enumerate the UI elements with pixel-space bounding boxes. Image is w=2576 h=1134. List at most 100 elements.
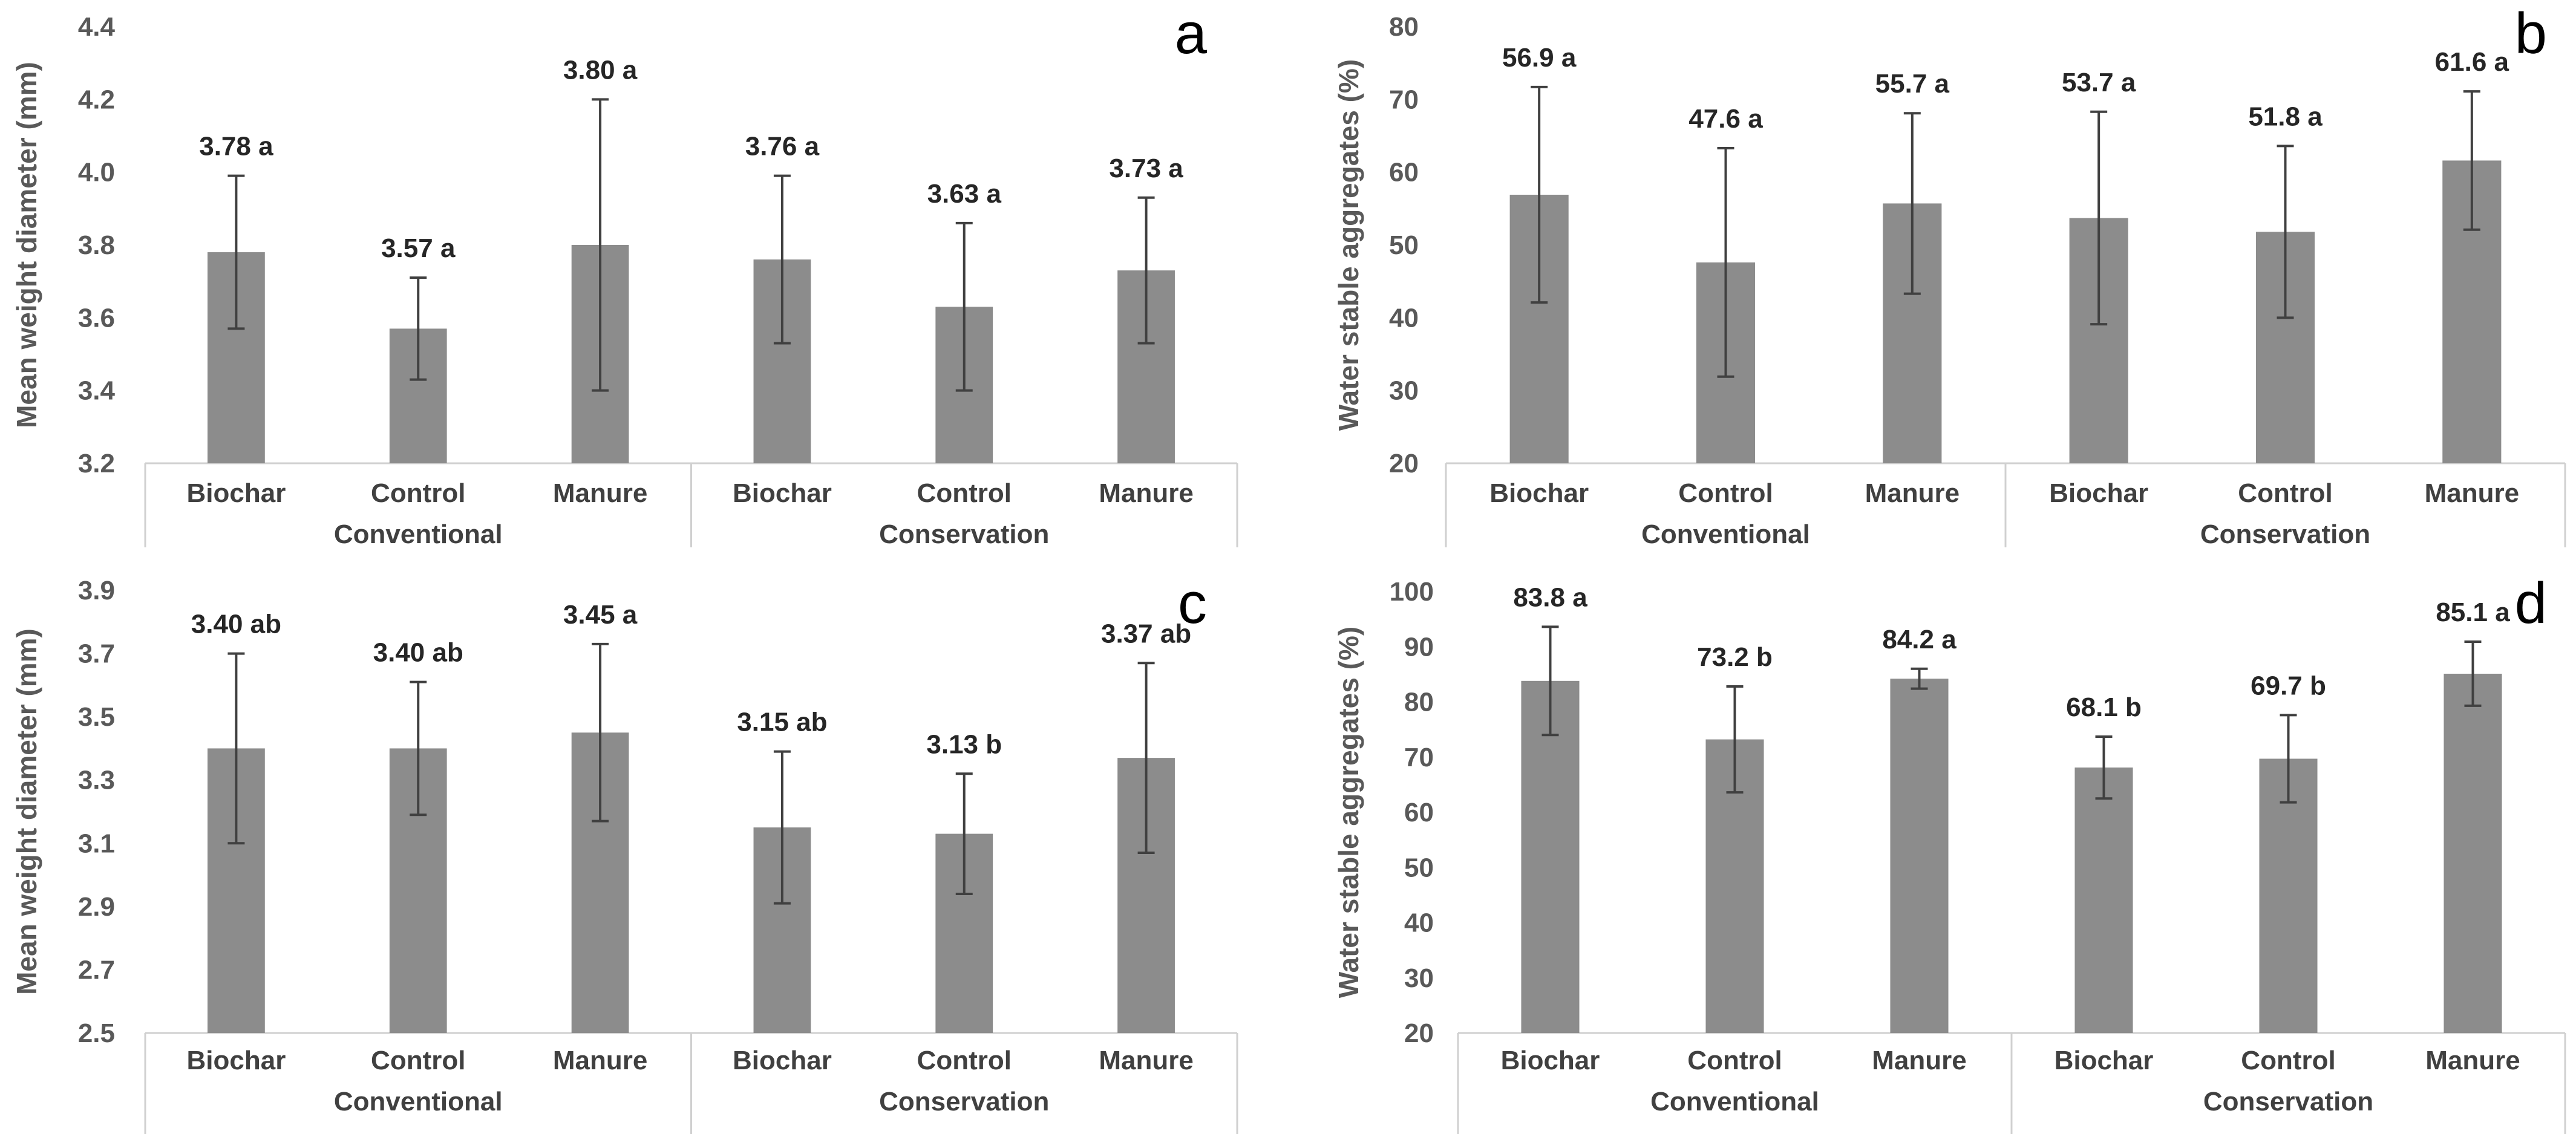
y-tick-label: 20 bbox=[1389, 449, 1419, 478]
data-label: 3.13 b bbox=[926, 729, 1002, 759]
y-tick-label: 3.3 bbox=[78, 766, 115, 795]
x-category-label: Manure bbox=[1099, 478, 1193, 508]
y-tick-label: 50 bbox=[1389, 230, 1419, 260]
y-tick-label: 80 bbox=[1389, 12, 1419, 42]
x-category-label: Manure bbox=[553, 1046, 647, 1075]
y-tick-label: 70 bbox=[1389, 85, 1419, 114]
y-tick-label: 3.7 bbox=[78, 639, 115, 669]
x-group-label: Conservation bbox=[2203, 1087, 2373, 1116]
y-tick-label: 30 bbox=[1404, 963, 1434, 993]
x-category-label: Biochar bbox=[187, 478, 286, 508]
y-tick-label: 3.5 bbox=[78, 702, 115, 732]
y-tick-label: 50 bbox=[1404, 853, 1434, 882]
x-category-label: Control bbox=[2241, 1046, 2335, 1075]
x-category-label: Control bbox=[2238, 478, 2332, 508]
y-axis-title: Water stable aggregates (%) bbox=[1333, 59, 1364, 431]
y-tick-label: 90 bbox=[1404, 632, 1434, 662]
data-label: 68.1 b bbox=[2066, 692, 2142, 722]
bar bbox=[1521, 680, 1580, 1033]
data-label: 3.63 a bbox=[927, 179, 1002, 209]
x-category-label: Manure bbox=[2425, 478, 2519, 508]
data-label: 83.8 a bbox=[1513, 582, 1587, 612]
x-category-label: Biochar bbox=[2055, 1046, 2154, 1075]
y-tick-label: 3.9 bbox=[78, 576, 115, 605]
y-tick-label: 2.7 bbox=[78, 955, 115, 985]
x-group-label: Conservation bbox=[879, 1087, 1049, 1116]
data-label: 3.40 ab bbox=[191, 610, 281, 639]
x-category-label: Manure bbox=[1872, 1046, 1966, 1075]
y-axis-title: Mean weight diameter (mm) bbox=[11, 62, 42, 428]
data-label: 3.40 ab bbox=[373, 638, 463, 668]
data-label: 51.8 a bbox=[2248, 102, 2323, 131]
y-tick-label: 4.4 bbox=[78, 12, 116, 42]
x-category-label: Control bbox=[371, 1046, 465, 1075]
data-label: 3.37 ab bbox=[1101, 619, 1191, 648]
x-category-label: Biochar bbox=[2049, 478, 2148, 508]
data-label: 47.6 a bbox=[1688, 104, 1763, 134]
chart-panel-c: 2.5 2.7 2.9 3.1 3.3 3.5 3.7 3.9 Mean weight diam… bbox=[11, 571, 1238, 1134]
y-tick-label: 80 bbox=[1404, 688, 1434, 717]
chart-panel-b: 20 30 40 50 60 70 80 Water stable aggregates (%… bbox=[1333, 1, 2566, 549]
data-label: 3.57 a bbox=[381, 233, 456, 263]
x-category-label: Biochar bbox=[1489, 478, 1589, 508]
data-label: 3.78 a bbox=[199, 132, 273, 161]
data-label: 53.7 a bbox=[2062, 68, 2136, 97]
y-tick-label: 4.2 bbox=[78, 85, 115, 114]
bar bbox=[2444, 673, 2502, 1033]
x-category-label: Biochar bbox=[733, 1046, 832, 1075]
data-label: 3.76 a bbox=[745, 132, 820, 161]
y-tick-label: 2.5 bbox=[78, 1018, 115, 1048]
y-tick-label: 3.4 bbox=[78, 376, 116, 406]
x-group-label: Conventional bbox=[334, 520, 503, 549]
x-category-label: Manure bbox=[1865, 478, 1960, 508]
chart-panel-d: 20 30 40 50 60 70 80 90 100 Water stable aggregat… bbox=[1333, 571, 2566, 1134]
panel-letter: c bbox=[1178, 571, 1207, 636]
x-category-label: Biochar bbox=[733, 478, 832, 508]
x-group-label: Conservation bbox=[2200, 520, 2370, 549]
x-category-label: Biochar bbox=[1501, 1046, 1600, 1075]
data-label: 61.6 a bbox=[2435, 47, 2509, 77]
x-group-label: Conventional bbox=[1641, 520, 1810, 549]
x-category-label: Biochar bbox=[187, 1046, 286, 1075]
y-axis-title: Water stable aggregates (%) bbox=[1333, 627, 1364, 998]
x-category-label: Control bbox=[1687, 1046, 1782, 1075]
y-tick-label: 70 bbox=[1404, 743, 1434, 772]
y-tick-label: 40 bbox=[1404, 908, 1434, 938]
y-tick-label: 3.8 bbox=[78, 230, 115, 260]
y-tick-label: 3.6 bbox=[78, 303, 115, 333]
data-label: 3.80 a bbox=[563, 55, 638, 85]
y-tick-label: 2.9 bbox=[78, 892, 115, 922]
x-category-label: Manure bbox=[1099, 1046, 1193, 1075]
bar bbox=[1890, 679, 1949, 1033]
y-tick-label: 40 bbox=[1389, 303, 1419, 333]
panel-letter: a bbox=[1175, 1, 1208, 66]
y-tick-label: 30 bbox=[1389, 376, 1419, 406]
panel-letter: b bbox=[2515, 1, 2547, 66]
y-axis-title: Mean weight diameter (mm) bbox=[11, 628, 42, 995]
x-group-label: Conventional bbox=[334, 1087, 503, 1116]
y-tick-label: 60 bbox=[1404, 798, 1434, 827]
x-category-label: Control bbox=[917, 478, 1012, 508]
y-tick-label: 20 bbox=[1404, 1018, 1434, 1048]
bar bbox=[2259, 758, 2318, 1033]
bar bbox=[2074, 767, 2133, 1033]
data-label: 3.45 a bbox=[563, 600, 638, 630]
x-category-label: Control bbox=[371, 478, 465, 508]
x-category-label: Control bbox=[917, 1046, 1012, 1075]
x-group-label: Conventional bbox=[1650, 1087, 1819, 1116]
data-label: 3.73 a bbox=[1109, 154, 1183, 183]
data-label: 85.1 a bbox=[2436, 598, 2510, 627]
data-label: 55.7 a bbox=[1875, 69, 1950, 99]
data-label: 73.2 b bbox=[1697, 642, 1773, 672]
chart-panel-a: 3.2 3.4 3.6 3.8 4.0 4.2 4.4 Mean weight diamete… bbox=[11, 1, 1238, 549]
x-category-label: Control bbox=[1678, 478, 1773, 508]
y-tick-label: 100 bbox=[1390, 577, 1434, 607]
x-category-label: Manure bbox=[553, 478, 647, 508]
y-tick-label: 4.0 bbox=[78, 158, 115, 187]
x-category-label: Manure bbox=[2425, 1046, 2520, 1075]
data-label: 3.15 ab bbox=[737, 708, 827, 737]
y-tick-label: 3.2 bbox=[78, 449, 115, 478]
data-label: 56.9 a bbox=[1502, 43, 1577, 73]
data-label: 69.7 b bbox=[2251, 671, 2326, 700]
